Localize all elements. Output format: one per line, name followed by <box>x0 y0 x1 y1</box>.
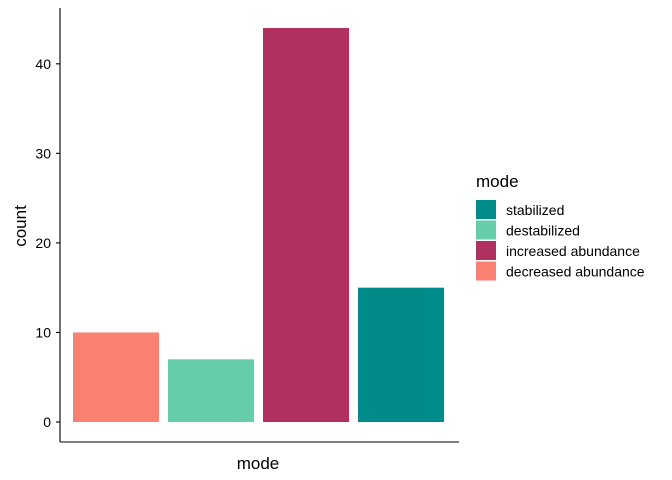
x-axis-title: mode <box>237 454 280 473</box>
legend-title: mode <box>476 172 519 191</box>
legend-items: stabilized destabilized increased abundanc… <box>476 200 645 281</box>
y-tick-label: 40 <box>35 56 51 72</box>
y-tick-label: 30 <box>35 145 51 161</box>
legend-label-stabilized: stabilized <box>506 202 564 218</box>
bar-stabilized <box>358 287 444 422</box>
y-tick-label: 20 <box>35 235 51 251</box>
legend-swatch-stabilized <box>476 200 496 219</box>
bar-destabilized <box>168 359 254 422</box>
y-axis-title: count <box>11 205 30 247</box>
legend-label-destabilized: destabilized <box>506 223 580 239</box>
legend-swatch-destabilized <box>476 220 496 240</box>
legend-label-decreased-abundance: decreased abundance <box>506 264 645 280</box>
legend-label-increased-abundance: increased abundance <box>506 243 640 259</box>
legend-swatch-increased-abundance <box>476 241 496 260</box>
bar-increased-abundance <box>263 28 349 422</box>
legend-swatch-decreased-abundance <box>476 261 496 281</box>
y-ticks-group: 0 10 20 30 40 <box>35 56 60 430</box>
y-tick-label: 0 <box>43 414 51 430</box>
y-tick-label: 10 <box>35 324 51 340</box>
bars-group <box>73 28 444 422</box>
legend: mode stabilized destabilized increased abu… <box>476 172 645 281</box>
bar-decreased-abundance <box>73 332 159 422</box>
